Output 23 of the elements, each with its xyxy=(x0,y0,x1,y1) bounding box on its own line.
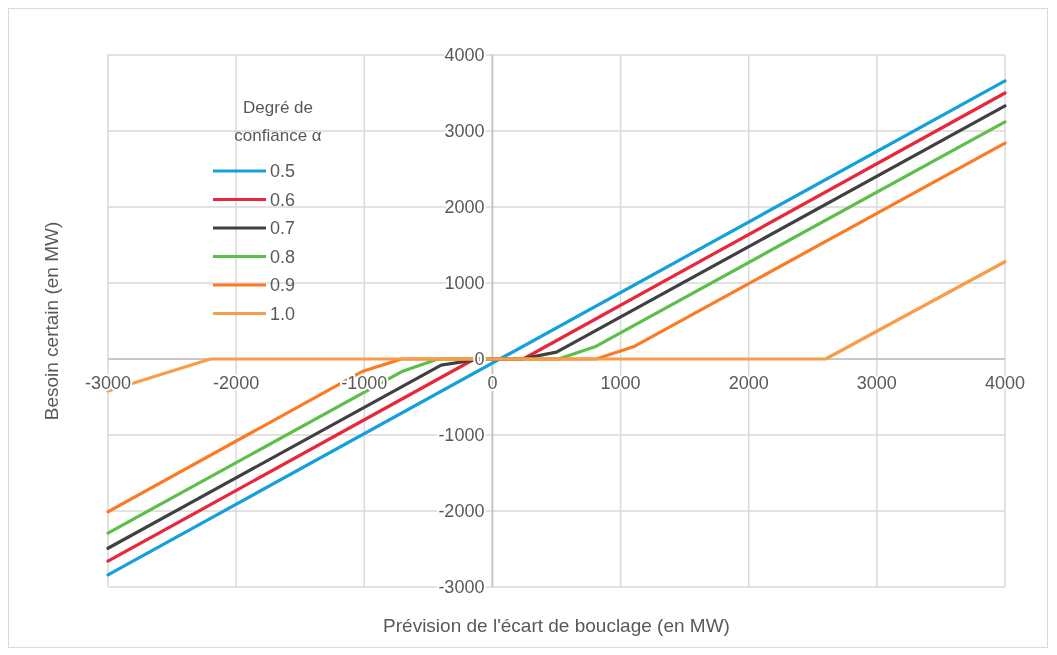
x-tick-label: 4000 xyxy=(984,373,1026,393)
x-tick-label: 0 xyxy=(487,373,498,393)
legend-label: 0.7 xyxy=(270,218,296,239)
x-axis-title: Prévision de l'écart de bouclage (en MW) xyxy=(383,615,730,636)
x-tick-label: 1000 xyxy=(600,373,641,393)
legend-label: 0.9 xyxy=(270,275,296,296)
y-tick-label: -1000 xyxy=(438,425,485,446)
y-tick-label: 2000 xyxy=(444,197,485,218)
legend-label: 0.8 xyxy=(270,246,296,267)
y-tick-label: 3000 xyxy=(444,121,485,142)
y-tick-label: 1000 xyxy=(444,273,485,294)
y-axis-title: Besoin certain (en MW) xyxy=(41,221,62,421)
legend-label: 1.0 xyxy=(270,303,296,324)
y-tick-label: -3000 xyxy=(438,577,485,598)
x-tick-label: -2000 xyxy=(213,373,260,393)
x-tick-label: 3000 xyxy=(856,373,897,393)
legend-label: 0.5 xyxy=(270,161,296,182)
x-tick-label: 2000 xyxy=(728,373,769,393)
y-tick-label: 4000 xyxy=(444,45,485,66)
x-tick-label: -3000 xyxy=(84,373,132,393)
legend-title: Degré de confiance α xyxy=(234,98,322,145)
legend-label: 0.6 xyxy=(270,189,296,210)
y-tick-label: -2000 xyxy=(438,501,485,522)
